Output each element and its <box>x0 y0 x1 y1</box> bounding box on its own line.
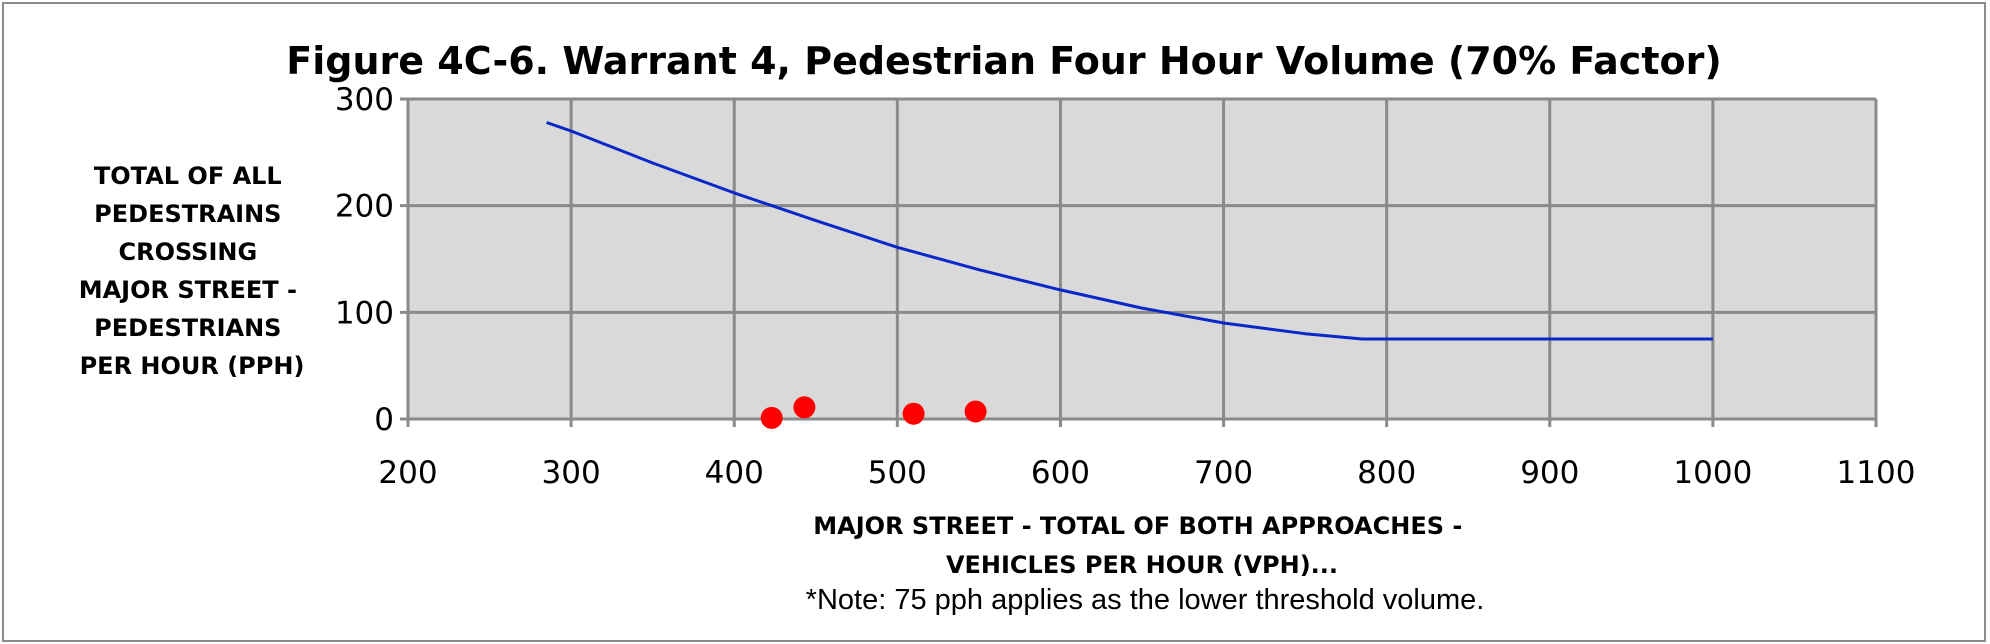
x-tick-label: 400 <box>705 455 764 491</box>
x-tick-label: 800 <box>1357 455 1416 491</box>
y-axis-label-line: TOTAL OF ALL <box>94 162 282 190</box>
x-axis-label-line: VEHICLES PER HOUR (VPH)... <box>946 551 1338 579</box>
x-tick-label: 1000 <box>1673 455 1752 491</box>
plot-area <box>408 99 1876 419</box>
chart: Figure 4C-6. Warrant 4, Pedestrian Four … <box>79 39 1916 616</box>
y-axis-label-line: PER HOUR (PPH) <box>80 352 305 380</box>
data-point <box>760 406 783 429</box>
series-layer <box>546 121 1713 429</box>
y-axis-label-line: PEDESTRIANS <box>94 314 281 342</box>
x-tick-label: 1100 <box>1837 455 1916 491</box>
chart-note: *Note: 75 pph applies as the lower thres… <box>806 584 1485 616</box>
x-tick-label: 900 <box>1520 455 1579 491</box>
y-tick-label: 0 <box>374 402 394 438</box>
x-axis-label: MAJOR STREET - TOTAL OF BOTH APPROACHES … <box>813 512 1470 579</box>
data-point <box>964 400 987 423</box>
y-axis-label-line: PEDESTRAINS <box>94 200 281 228</box>
x-tick-label: 200 <box>378 455 437 491</box>
x-tick-label: 600 <box>1031 455 1090 491</box>
data-point <box>793 396 816 419</box>
y-tick-label: 200 <box>335 189 394 225</box>
y-axis-label-line: MAJOR STREET - <box>79 276 297 304</box>
y-tick-label: 300 <box>335 82 394 118</box>
chart-title: Figure 4C-6. Warrant 4, Pedestrian Four … <box>286 39 1721 83</box>
grid-lines <box>400 97 1878 427</box>
x-tick-label: 300 <box>542 455 601 491</box>
y-tick-label: 100 <box>335 295 394 331</box>
threshold-curve <box>546 121 1713 341</box>
y-axis-label-line: CROSSING <box>118 238 257 266</box>
data-point <box>902 402 925 425</box>
x-tick-label: 700 <box>1194 455 1253 491</box>
tick-labels: 200 300 400 500 600 700 800 900 1000 1100 0 100 200 3… <box>335 82 1916 491</box>
x-tick-label: 500 <box>868 455 927 491</box>
y-axis-label: TOTAL OF ALL PEDESTRAINS CROSSING MAJOR … <box>79 162 306 380</box>
x-axis-label-line: MAJOR STREET - TOTAL OF BOTH APPROACHES … <box>813 512 1462 540</box>
